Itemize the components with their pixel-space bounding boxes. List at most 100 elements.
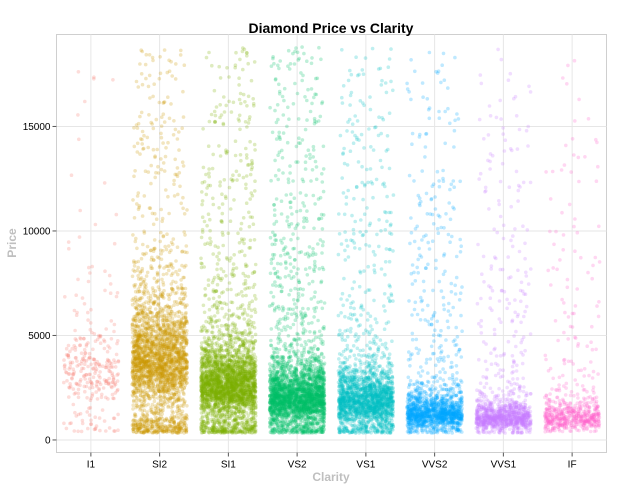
data-point xyxy=(146,314,150,319)
data-point xyxy=(104,381,108,386)
data-point xyxy=(156,297,161,301)
data-point xyxy=(95,359,99,364)
data-point xyxy=(155,384,160,389)
data-point xyxy=(156,314,161,318)
data-point xyxy=(178,296,182,301)
data-point xyxy=(155,383,160,387)
data-point xyxy=(176,350,181,354)
data-point xyxy=(169,102,173,106)
data-point xyxy=(144,365,149,370)
data-point xyxy=(135,396,139,400)
data-point xyxy=(217,330,221,334)
data-point xyxy=(161,408,165,413)
data-point xyxy=(140,137,144,142)
data-point xyxy=(139,389,143,394)
data-point xyxy=(171,347,176,352)
data-point xyxy=(132,398,136,403)
data-point xyxy=(159,124,164,128)
data-point xyxy=(147,335,152,339)
data-point xyxy=(219,267,223,271)
data-point xyxy=(157,417,162,421)
data-point xyxy=(141,429,146,434)
data-point xyxy=(155,372,160,376)
data-point xyxy=(166,322,170,327)
data-point xyxy=(131,407,135,411)
data-point xyxy=(114,294,119,299)
data-point xyxy=(218,183,222,188)
data-point xyxy=(92,75,96,79)
data-point xyxy=(218,154,223,158)
data-point xyxy=(158,341,163,346)
data-point xyxy=(146,370,151,375)
data-point xyxy=(139,367,143,371)
data-point xyxy=(152,362,157,366)
data-point xyxy=(152,396,157,400)
data-point xyxy=(64,353,69,357)
data-point xyxy=(152,389,156,393)
data-point xyxy=(173,397,177,401)
data-point xyxy=(147,206,152,210)
data-point xyxy=(116,339,120,343)
data-point xyxy=(157,377,162,381)
data-point xyxy=(132,365,137,369)
data-point xyxy=(156,365,161,369)
data-point xyxy=(87,377,92,381)
data-point xyxy=(164,341,169,346)
data-point xyxy=(182,352,186,357)
data-point xyxy=(211,196,215,201)
data-point xyxy=(150,122,154,126)
data-point xyxy=(164,344,168,348)
data-point xyxy=(159,347,164,352)
data-point xyxy=(156,429,161,433)
data-point xyxy=(168,371,173,376)
data-point xyxy=(168,262,173,266)
data-point xyxy=(217,64,221,69)
data-point xyxy=(132,269,137,274)
data-point xyxy=(170,358,175,362)
data-point xyxy=(147,364,152,368)
data-point xyxy=(160,388,164,393)
data-point xyxy=(93,415,97,420)
data-point xyxy=(111,380,115,385)
data-point xyxy=(135,246,139,251)
data-point xyxy=(155,358,160,362)
data-point xyxy=(134,79,139,84)
data-point xyxy=(165,417,169,422)
data-point xyxy=(103,269,107,274)
data-point xyxy=(79,377,83,382)
data-point xyxy=(138,324,142,329)
data-point xyxy=(145,369,150,374)
data-point xyxy=(71,367,75,372)
data-point xyxy=(153,293,158,298)
data-point xyxy=(97,387,101,391)
data-point xyxy=(110,392,115,397)
data-point xyxy=(161,234,166,239)
data-point xyxy=(204,55,209,60)
data-point xyxy=(170,242,175,247)
data-point xyxy=(171,266,175,270)
data-point xyxy=(131,268,136,272)
data-point xyxy=(233,139,238,143)
data-point xyxy=(156,278,160,283)
data-point xyxy=(172,332,177,337)
data-point xyxy=(243,262,248,267)
data-point xyxy=(158,55,162,59)
data-point xyxy=(171,430,175,435)
data-point xyxy=(138,366,143,371)
data-point xyxy=(200,262,204,266)
data-point xyxy=(173,172,177,177)
data-point xyxy=(172,379,177,384)
data-point xyxy=(144,285,148,290)
data-point xyxy=(163,344,167,349)
data-point xyxy=(83,351,88,356)
data-point xyxy=(162,338,166,343)
data-point xyxy=(102,339,107,344)
data-point xyxy=(178,53,183,57)
data-point xyxy=(166,268,171,273)
data-point xyxy=(206,411,210,415)
data-point xyxy=(247,210,251,215)
data-point xyxy=(158,344,163,348)
data-point xyxy=(87,406,91,411)
data-point xyxy=(183,294,188,298)
data-point xyxy=(163,244,167,249)
